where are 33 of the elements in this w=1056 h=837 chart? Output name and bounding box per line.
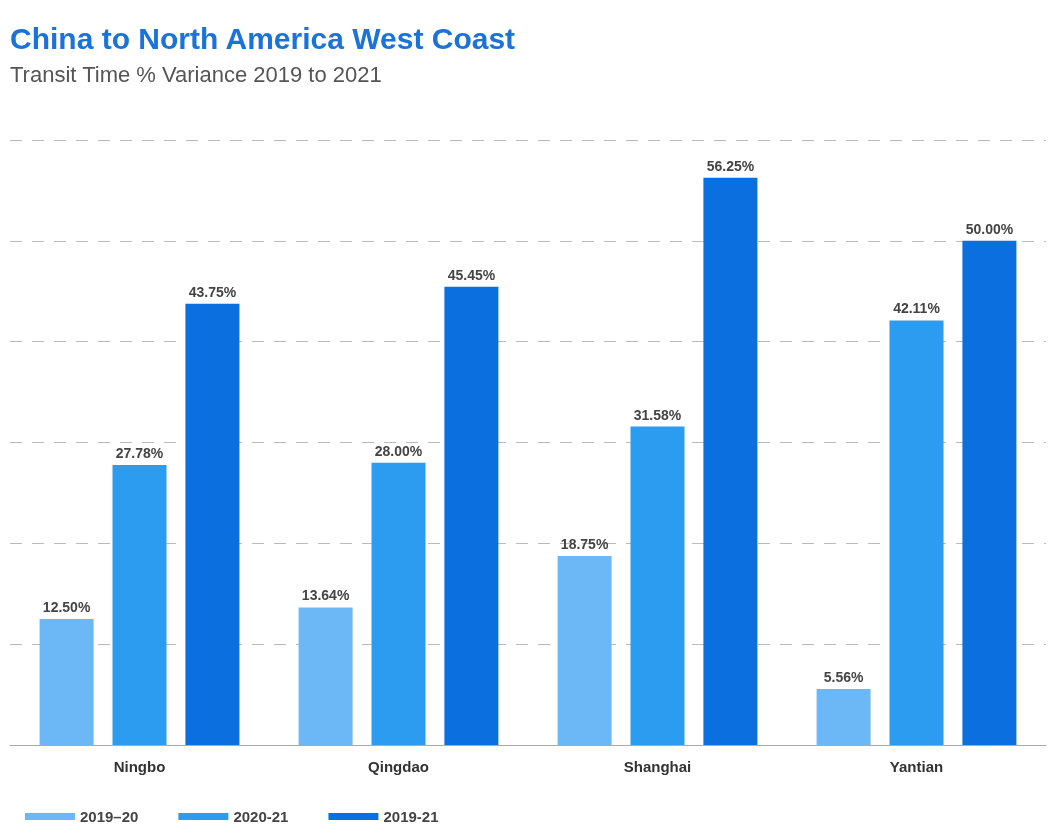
bar [298, 607, 353, 745]
data-label: 12.50% [42, 598, 91, 615]
bar [630, 426, 685, 745]
x-tick-label: Shanghai [623, 758, 692, 775]
x-tick-label: Qingdao [368, 758, 429, 775]
chart-title: China to North America West Coast [10, 22, 516, 56]
bar [185, 303, 240, 745]
data-label: 42.11% [893, 300, 941, 317]
data-label: 18.75% [560, 535, 609, 552]
data-label: 43.75% [188, 283, 237, 300]
data-label: 28.00% [374, 442, 423, 459]
bar [703, 177, 758, 745]
data-label: 13.64% [301, 587, 350, 604]
data-label: 27.78% [115, 444, 164, 461]
bar [112, 464, 167, 745]
data-label: 31.58% [633, 406, 682, 423]
data-label: 45.45% [447, 266, 496, 283]
x-tick-label: Yantian [889, 758, 944, 775]
legend-label: 2019–20 [80, 808, 139, 825]
data-label: 50.00% [965, 220, 1014, 237]
x-tick-label: Ningbo [113, 758, 166, 775]
data-label: 5.56% [823, 668, 864, 685]
legend-label: 2019-21 [383, 808, 439, 825]
bar [444, 286, 499, 745]
legend-label: 2020-21 [233, 808, 289, 825]
bar [557, 555, 612, 745]
bar [816, 688, 871, 745]
bar [889, 320, 944, 745]
chart-subtitle: Transit Time % Variance 2019 to 2021 [10, 62, 382, 88]
data-label: 56.25% [706, 157, 755, 174]
bar [962, 240, 1017, 745]
bar [371, 462, 426, 745]
bar [39, 618, 94, 745]
